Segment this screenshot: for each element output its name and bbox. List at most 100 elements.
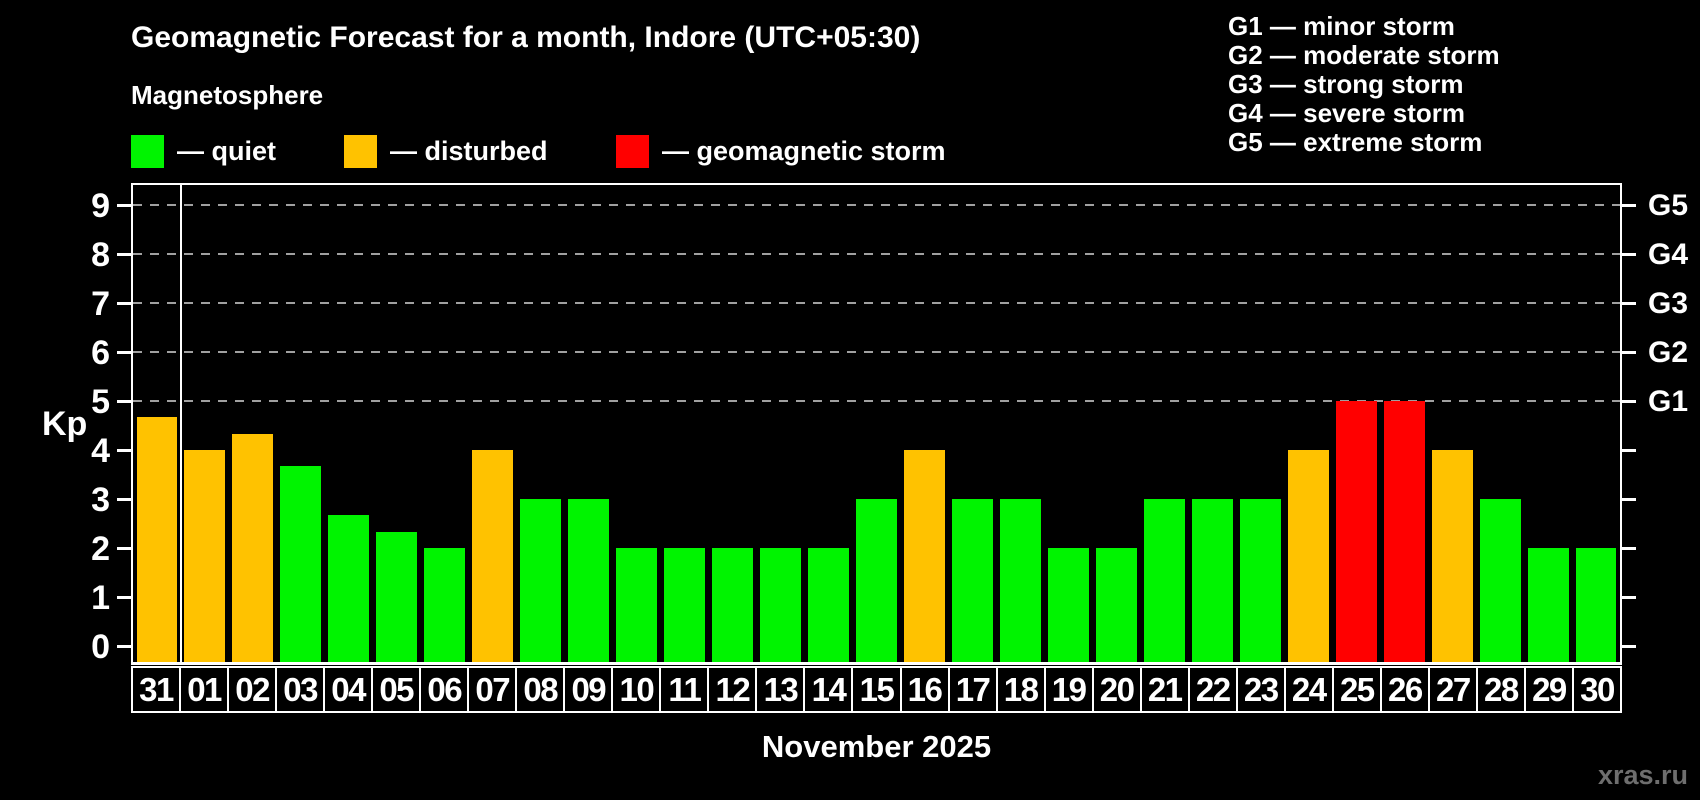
bar-day-03 — [280, 465, 322, 662]
bar-day-15 — [856, 498, 897, 662]
day-label-11: 11 — [659, 666, 710, 713]
gridline-kp-5 — [133, 399, 1620, 402]
left-tick-kp-6 — [117, 351, 131, 355]
y-tick-label-3: 3 — [91, 480, 110, 519]
day-label-16: 16 — [899, 666, 950, 713]
day-label-28: 28 — [1475, 666, 1526, 713]
day-label-22: 22 — [1187, 666, 1238, 713]
disturbed-label: — disturbed — [390, 135, 548, 166]
gridline-kp-7 — [133, 301, 1620, 304]
day-label-10: 10 — [611, 666, 662, 713]
storm-swatch — [616, 134, 649, 168]
left-tick-kp-5 — [117, 400, 131, 404]
bar-day-28 — [1479, 498, 1521, 662]
month-separator-line — [179, 185, 182, 662]
day-label-30: 30 — [1571, 666, 1622, 713]
day-label-06: 06 — [419, 666, 470, 713]
day-label-27: 27 — [1427, 666, 1478, 713]
x-axis-title: November 2025 — [761, 729, 992, 764]
right-tick-kp-3 — [1622, 498, 1636, 502]
right-tick-kp-2 — [1622, 547, 1636, 551]
day-label-13: 13 — [755, 666, 806, 713]
day-label-04: 04 — [323, 666, 374, 713]
left-tick-kp-0 — [117, 645, 131, 649]
bar-day-17 — [951, 498, 993, 662]
bar-day-13 — [760, 547, 802, 662]
day-label-29: 29 — [1523, 666, 1574, 713]
day-label-17: 17 — [947, 666, 998, 713]
right-tick-kp-0 — [1622, 645, 1636, 649]
bar-day-08 — [520, 498, 562, 662]
storm-scale-line: G1 — minor storm — [1228, 11, 1455, 41]
left-tick-kp-8 — [117, 253, 131, 257]
right-tick-kp-7 — [1622, 302, 1636, 306]
g-scale-label-g1: G1 — [1648, 384, 1689, 418]
bar-day-24 — [1287, 449, 1329, 662]
left-tick-kp-2 — [117, 547, 131, 551]
day-label-08: 08 — [515, 666, 566, 713]
watermark: xras.ru — [1597, 760, 1688, 790]
day-label-05: 05 — [371, 666, 422, 713]
legend-item-disturbed: — disturbed — [344, 134, 548, 168]
day-label-23: 23 — [1235, 666, 1286, 713]
left-tick-kp-3 — [117, 498, 131, 502]
page-title: Geomagnetic Forecast for a month, Indore… — [131, 21, 921, 54]
day-label-02: 02 — [227, 666, 278, 713]
bar-day-29 — [1527, 547, 1569, 662]
bar-day-05 — [376, 531, 418, 662]
right-tick-kp-5 — [1622, 400, 1636, 404]
bar-day-12 — [712, 547, 754, 662]
plot-area — [131, 183, 1622, 665]
gridline-kp-6 — [133, 350, 1620, 353]
bar-day-22 — [1191, 498, 1233, 662]
day-label-14: 14 — [803, 666, 854, 713]
bar-day-23 — [1239, 498, 1281, 662]
x-axis-day-row: 31 01 02 03 04 05 06 07 08 09 10 11 12 13 14 15 16 17 18 19… — [131, 666, 1622, 713]
right-tick-kp-4 — [1622, 449, 1636, 453]
right-tick-kp-9 — [1622, 204, 1636, 208]
quiet-label: — quiet — [177, 135, 276, 166]
y-tick-label-4: 4 — [91, 431, 110, 470]
bar-day-27 — [1431, 449, 1473, 662]
day-label-26: 26 — [1379, 666, 1430, 713]
plot-inner — [133, 185, 1620, 662]
bar-day-25 — [1335, 400, 1377, 662]
day-label-31: 31 — [131, 666, 182, 713]
day-label-09: 09 — [563, 666, 614, 713]
y-tick-label-6: 6 — [91, 333, 110, 372]
day-label-15: 15 — [851, 666, 902, 713]
legend-item-quiet: — quiet — [131, 134, 276, 168]
storm-scale-line: G4 — severe storm — [1228, 98, 1466, 128]
quiet-swatch — [131, 134, 164, 168]
bar-day-04 — [328, 514, 370, 662]
storm-scale-line: G5 — extreme storm — [1228, 127, 1483, 157]
y-tick-label-0: 0 — [91, 627, 110, 666]
bar-day-10 — [616, 547, 658, 662]
bar-day-18 — [999, 498, 1041, 662]
bar-day-16 — [903, 449, 945, 662]
left-tick-kp-4 — [117, 449, 131, 453]
storm-scale-line: G3 — strong storm — [1228, 69, 1464, 99]
y-tick-label-1: 1 — [91, 578, 110, 617]
y-tick-label-2: 2 — [91, 529, 110, 568]
bar-day-09 — [568, 498, 610, 662]
left-tick-kp-9 — [117, 204, 131, 208]
bar-day-02 — [232, 433, 274, 662]
left-tick-kp-1 — [117, 596, 131, 600]
day-label-12: 12 — [707, 666, 758, 713]
storm-scale-legend: G1 — minor storm G2 — moderate storm G3 — … — [1228, 12, 1500, 157]
bar-day-30 — [1575, 547, 1617, 662]
bar-day-19 — [1047, 547, 1089, 662]
y-tick-label-8: 8 — [91, 235, 110, 274]
bar-day-06 — [424, 547, 466, 662]
day-label-25: 25 — [1331, 666, 1382, 713]
day-label-19: 19 — [1043, 666, 1094, 713]
bar-day-01 — [184, 449, 226, 662]
bar-day-31 — [136, 416, 178, 662]
bar-day-07 — [472, 449, 514, 662]
disturbed-swatch — [344, 134, 377, 168]
g-scale-label-g4: G4 — [1648, 237, 1689, 271]
bar-day-26 — [1383, 400, 1425, 662]
g-scale-label-g3: G3 — [1648, 286, 1689, 320]
bar-day-11 — [664, 547, 706, 662]
